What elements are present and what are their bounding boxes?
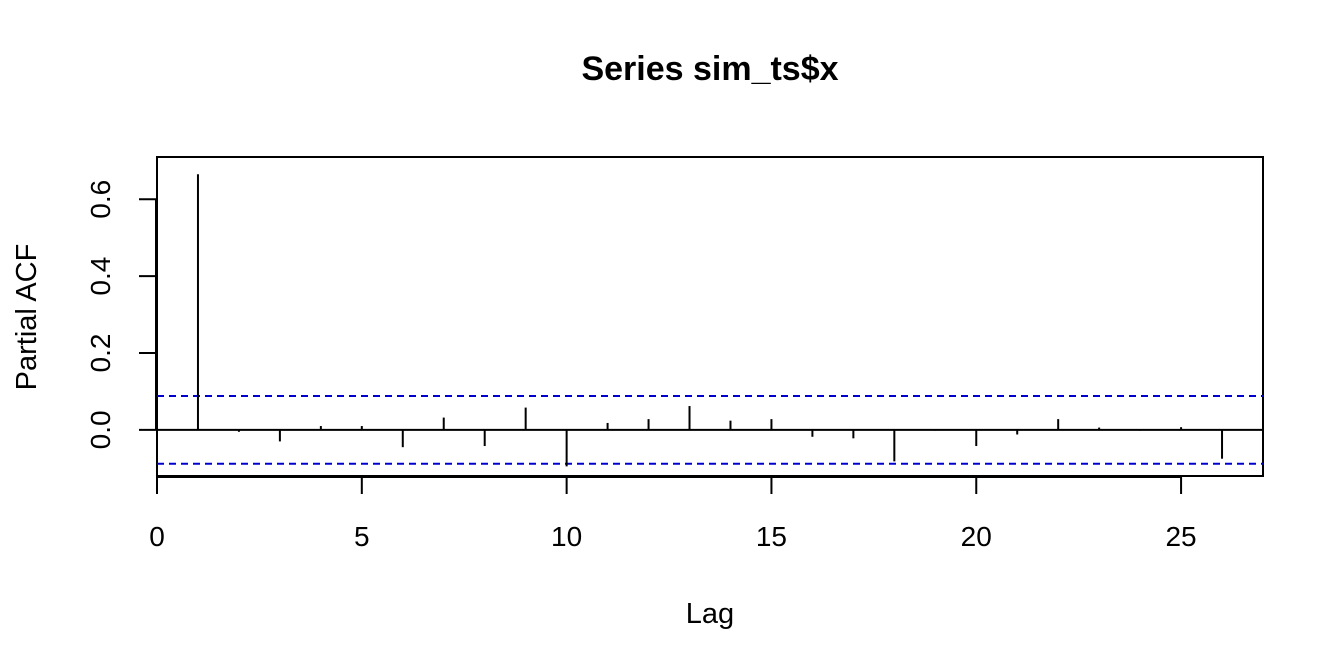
x-axis: 0 5 10 15 20 25 [149, 476, 1197, 552]
y-tick-label: 0.0 [85, 410, 116, 449]
x-tick-label: 10 [551, 521, 582, 552]
y-tick-label: 0.6 [85, 180, 116, 219]
y-tick-label: 0.4 [85, 257, 116, 296]
plot-frame [156, 156, 1264, 477]
x-tick-label: 25 [1165, 521, 1196, 552]
y-axis-label: Partial ACF [11, 244, 43, 391]
x-axis-label: Lag [686, 598, 734, 630]
x-tick-label: 0 [149, 521, 165, 552]
x-tick-label: 20 [961, 521, 992, 552]
y-tick-label: 0.2 [85, 334, 116, 373]
pacf-bars [196, 174, 1224, 467]
y-axis: 0.0 0.2 0.4 0.6 [85, 180, 157, 449]
x-tick-label: 5 [354, 521, 370, 552]
chart-title: Series sim_ts$x [581, 50, 838, 88]
x-tick-label: 15 [756, 521, 787, 552]
